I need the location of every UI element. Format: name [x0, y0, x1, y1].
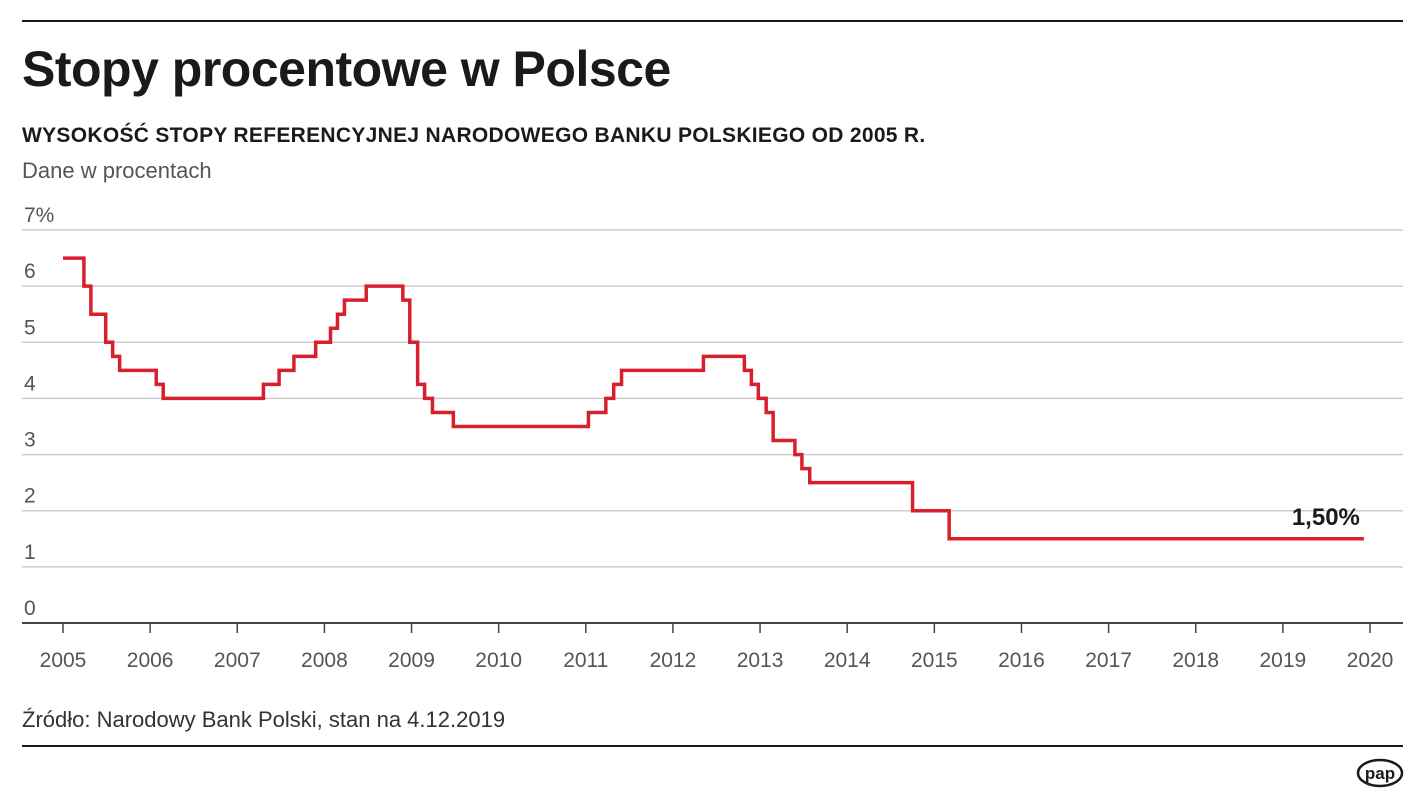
x-tick-label: 2017: [1085, 649, 1132, 672]
y-tick-label: 3: [24, 429, 36, 452]
x-tick-label: 2014: [824, 649, 871, 672]
x-tick-label: 2018: [1172, 649, 1219, 672]
y-tick-label: 7%: [24, 204, 54, 227]
y-tick-label: 1: [24, 541, 36, 564]
x-tick-label: 2020: [1347, 649, 1394, 672]
series-layer: [63, 256, 1364, 541]
y-tick-label: 5: [24, 316, 36, 339]
x-axis: 2005 2006 2007 2008 2009 2010 2011 2012 2013 2014…: [22, 622, 1403, 672]
unit-note: Dane w procentach: [22, 158, 212, 183]
chart-subtitle: WYSOKOŚĆ STOPY REFERENCYJNEJ NARODOWEGO …: [22, 124, 926, 147]
bottom-rule: [22, 745, 1403, 747]
top-rule: [22, 20, 1403, 22]
x-tick-label: 2009: [388, 649, 435, 672]
pap-logo-text: pap: [1365, 764, 1395, 783]
x-tick-label: 2015: [911, 649, 958, 672]
source-note: Źródło: Narodowy Bank Polski, stan na 4.…: [22, 707, 506, 732]
x-tick-label: 2008: [301, 649, 348, 672]
x-tick-label: 2012: [650, 649, 697, 672]
x-tick-label: 2007: [214, 649, 261, 672]
x-tick-label: 2005: [40, 649, 87, 672]
x-tick-label: 2006: [127, 649, 174, 672]
y-axis-labels: 7% 6 5 4 3 2 1 0: [24, 204, 54, 620]
end-value-label: 1,50%: [1292, 504, 1360, 531]
x-tick-label: 2019: [1260, 649, 1307, 672]
chart-title: Stopy procentowe w Polsce: [22, 41, 671, 97]
annotation-layer: 1,50%: [1292, 504, 1360, 531]
x-tick-label: 2010: [475, 649, 522, 672]
reference-rate-line: [63, 256, 1364, 541]
x-tick-label: 2016: [998, 649, 1045, 672]
x-tick-label: 2013: [737, 649, 784, 672]
x-tick-label: 2011: [563, 649, 608, 672]
pap-logo: pap: [1356, 758, 1404, 788]
y-tick-label: 0: [24, 597, 36, 620]
y-tick-label: 6: [24, 260, 36, 283]
y-tick-label: 4: [24, 372, 36, 395]
y-tick-label: 2: [24, 485, 36, 508]
